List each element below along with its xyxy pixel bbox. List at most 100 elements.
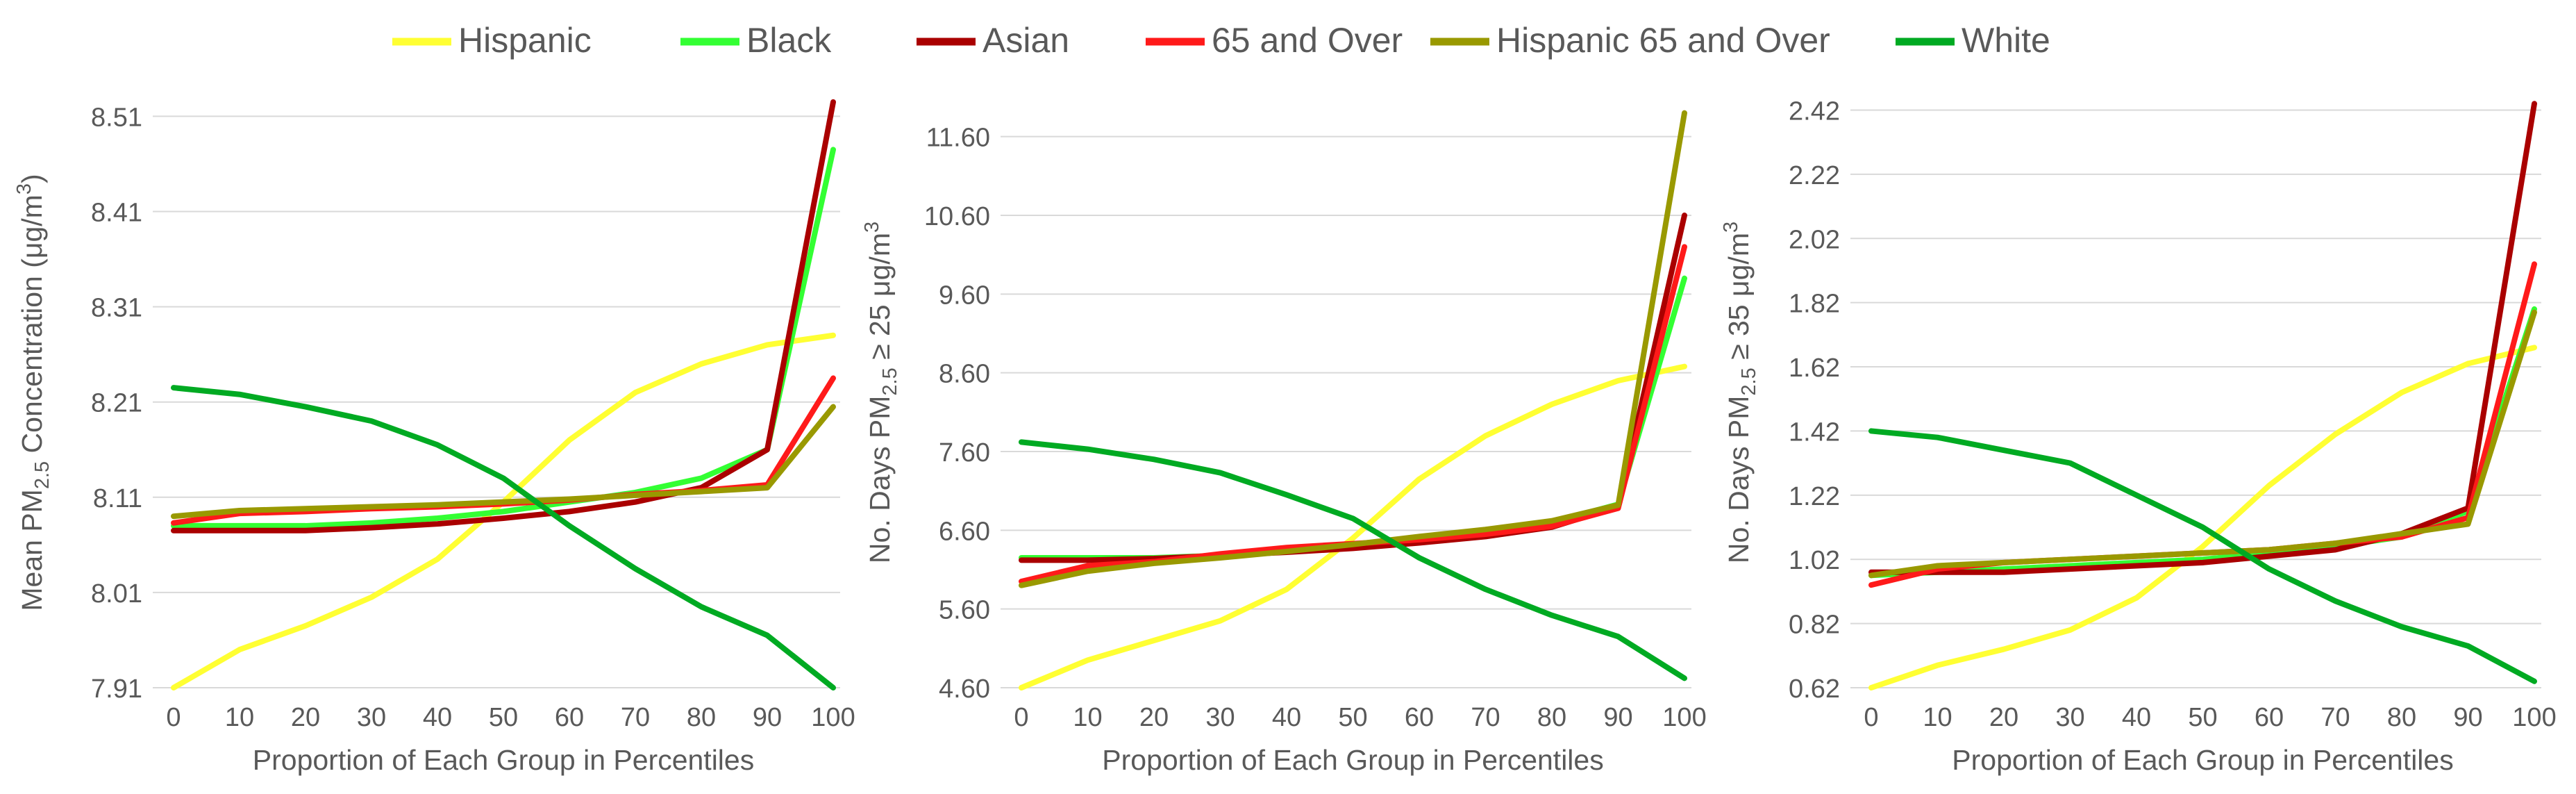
y-tick-label: 8.60 [939, 360, 990, 389]
y-tick-label: 1.02 [1789, 546, 1840, 575]
x-tick-label: 80 [2387, 703, 2416, 732]
series-line-asian [1019, 213, 1687, 563]
series-line-65-and-over [1868, 261, 2537, 588]
legend-label: Asian [982, 21, 1069, 60]
x-tick-label: 90 [2453, 703, 2482, 732]
legend-item-hispanic-65-and-over: Hispanic 65 and Over [1430, 21, 1830, 60]
y-tick-label: 4.60 [939, 675, 990, 704]
legend-item-white: White [1896, 21, 2050, 60]
x-tick-label: 0 [166, 703, 181, 732]
y-tick-label: 8.51 [91, 103, 142, 132]
legend-label: Hispanic 65 and Over [1496, 21, 1830, 60]
x-axis-label: Proportion of Each Group in Percentiles [1102, 744, 1603, 776]
y-tick-label: 7.60 [939, 438, 990, 468]
x-tick-label: 40 [1272, 703, 1301, 732]
y-tick-label: 2.22 [1789, 161, 1840, 190]
x-tick-label: 40 [423, 703, 452, 732]
x-tick-label: 90 [1603, 703, 1632, 732]
x-tick-label: 90 [753, 703, 782, 732]
x-tick-label: 10 [225, 703, 254, 732]
y-tick-label: 1.22 [1789, 482, 1840, 511]
x-tick-label: 20 [291, 703, 320, 732]
series-lines [1868, 101, 2537, 690]
y-axis-label: Mean PM2.5 Concentration (μg/m3) [13, 174, 53, 611]
x-tick-label: 50 [2188, 703, 2217, 732]
x-tick-label: 70 [621, 703, 650, 732]
x-tick-label: 50 [489, 703, 518, 732]
x-tick-label: 20 [1139, 703, 1169, 732]
series-line-white [171, 385, 836, 690]
x-tick-label: 0 [1014, 703, 1028, 732]
gridlines [153, 115, 840, 688]
series-line-white [1019, 439, 1687, 681]
x-tick-label: 80 [687, 703, 716, 732]
y-tick-label: 8.01 [91, 579, 142, 609]
y-tick-label: 8.11 [93, 484, 142, 513]
series-line-asian [171, 99, 836, 534]
x-tick-label: 100 [1662, 703, 1706, 732]
y-tick-label: 11.60 [926, 124, 990, 153]
y-tick-label: 6.60 [939, 517, 990, 546]
y-tick-label: 7.91 [91, 675, 142, 704]
y-tick-label: 8.41 [91, 199, 142, 228]
legend-label: Hispanic [458, 21, 592, 60]
y-tick-label: 2.02 [1789, 225, 1840, 254]
x-tick-label: 30 [1205, 703, 1235, 732]
series-line-asian [1868, 101, 2537, 575]
x-tick-label: 70 [1471, 703, 1500, 732]
x-tick-label: 10 [1073, 703, 1102, 732]
legend-item-black: Black [680, 21, 832, 60]
legend-label: Black [746, 21, 832, 60]
y-axis-label: No. Days PM2.5 ≥ 25 μg/m3 [861, 222, 901, 563]
legend-label: White [1962, 21, 2050, 60]
x-tick-label: 60 [555, 703, 584, 732]
legend: Hispanic Black Asian 65 and Over Hispanic 65… [392, 21, 2050, 60]
series-lines [171, 99, 836, 690]
x-tick-label: 20 [1989, 703, 2018, 732]
series-line-hispanic-65-and-over [171, 404, 836, 520]
series-line-white [1868, 428, 2537, 684]
gridlines [1850, 109, 2541, 688]
y-tick-label: 1.62 [1789, 354, 1840, 383]
series-line-hispanic [1019, 363, 1687, 690]
y-tick-label: 1.42 [1789, 417, 1840, 447]
y-tick-label: 1.82 [1789, 290, 1840, 319]
x-tick-label: 100 [2512, 703, 2556, 732]
y-tick-label: 5.60 [939, 596, 990, 625]
chart-days-pm25-25: 4.60 5.60 6.60 7.60 8.60 9.60 10.60 11.60 0 10 20 3… [861, 110, 1707, 776]
legend-label: 65 and Over [1212, 21, 1403, 60]
series-line-black [171, 147, 836, 529]
chart-mean-pm25: 7.91 8.01 8.11 8.21 8.31 8.41 8.51 0 10 20 30 40 50 6… [13, 99, 855, 776]
legend-item-asian: Asian [917, 21, 1069, 60]
series-line-hispanic-65-and-over [1868, 309, 2537, 579]
x-tick-label: 70 [2320, 703, 2350, 732]
gridlines [1001, 135, 1691, 688]
x-tick-label: 30 [2055, 703, 2084, 732]
x-axis-label: Proportion of Each Group in Percentiles [1952, 744, 2453, 776]
y-tick-label: 8.31 [91, 294, 142, 323]
series-line-hispanic-65-and-over [1019, 110, 1687, 588]
y-tick-label: 0.82 [1789, 611, 1840, 640]
x-axis-label: Proportion of Each Group in Percentiles [253, 744, 754, 776]
y-tick-label: 8.21 [91, 389, 142, 418]
x-tick-label: 60 [1405, 703, 1434, 732]
x-tick-label: 50 [1338, 703, 1367, 732]
y-tick-label: 10.60 [924, 202, 990, 231]
y-tick-label: 2.42 [1789, 97, 1840, 126]
x-tick-label: 30 [357, 703, 386, 732]
x-tick-label: 60 [2255, 703, 2284, 732]
y-axis-label: No. Days PM2.5 ≥ 35 μg/m3 [1720, 222, 1760, 563]
series-line-65-and-over [1019, 244, 1687, 584]
x-tick-label: 10 [1923, 703, 1952, 732]
chart-days-pm25-35: 0.62 0.82 1.02 1.22 1.42 1.62 1.82 2.02 2.22 2.42… [1720, 97, 2557, 776]
series-lines [1019, 110, 1687, 690]
legend-item-65-and-over: 65 and Over [1146, 21, 1403, 60]
x-tick-label: 100 [811, 703, 855, 732]
x-tick-label: 80 [1537, 703, 1566, 732]
y-tick-label: 0.62 [1789, 675, 1840, 704]
x-tick-label: 40 [2122, 703, 2151, 732]
y-tick-label: 9.60 [939, 281, 990, 310]
legend-item-hispanic: Hispanic [392, 21, 592, 60]
series-line-hispanic [1868, 345, 2537, 690]
x-tick-label: 0 [1864, 703, 1878, 732]
